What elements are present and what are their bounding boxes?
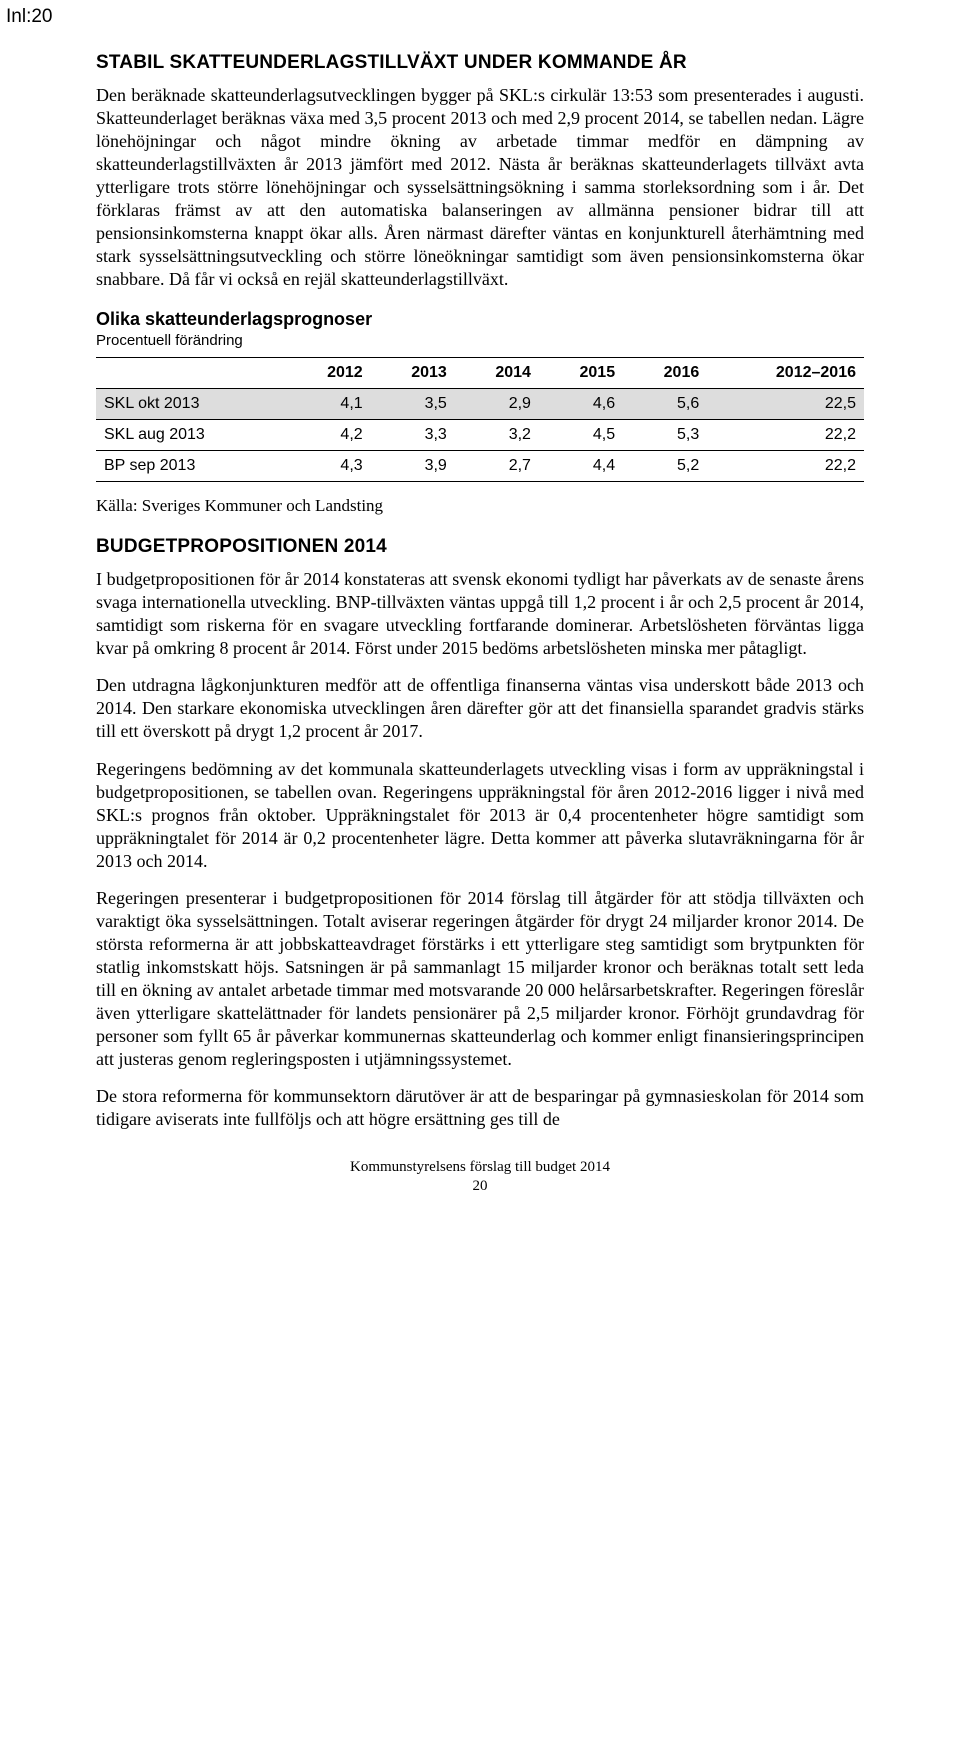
- paragraph: Regeringens bedömning av det kommunala s…: [96, 758, 864, 873]
- cell: 5,3: [623, 420, 707, 451]
- page-footer: Kommunstyrelsens förslag till budget 201…: [96, 1159, 864, 1195]
- cell: 2,9: [455, 389, 539, 420]
- section-heading-budgetprop: BUDGETPROPOSITIONEN 2014: [96, 536, 864, 558]
- row-label: SKL aug 2013: [96, 420, 287, 451]
- col-header: 2012: [287, 358, 371, 389]
- table-row: SKL okt 2013 4,1 3,5 2,9 4,6 5,6 22,5: [96, 389, 864, 420]
- row-label: SKL okt 2013: [96, 389, 287, 420]
- col-header: 2012–2016: [707, 358, 864, 389]
- paragraph: Regeringen presenterar i budgetpropositi…: [96, 887, 864, 1071]
- page-number: 20: [96, 1178, 864, 1195]
- table-row: SKL aug 2013 4,2 3,3 3,2 4,5 5,3 22,2: [96, 420, 864, 451]
- row-label: BP sep 2013: [96, 451, 287, 482]
- paragraph: Den utdragna lågkonjunkturen medför att …: [96, 674, 864, 743]
- table-title: Olika skatteunderlagsprognoser: [96, 309, 864, 330]
- cell: 4,5: [539, 420, 623, 451]
- cell: 22,2: [707, 420, 864, 451]
- cell: 4,2: [287, 420, 371, 451]
- table-row: BP sep 2013 4,3 3,9 2,7 4,4 5,2 22,2: [96, 451, 864, 482]
- forecast-table: 2012 2013 2014 2015 2016 2012–2016 SKL o…: [96, 357, 864, 482]
- cell: 3,3: [371, 420, 455, 451]
- cell: 3,9: [371, 451, 455, 482]
- footer-text: Kommunstyrelsens förslag till budget 201…: [96, 1159, 864, 1176]
- header-tag: Inl:20: [6, 6, 52, 28]
- cell: 4,6: [539, 389, 623, 420]
- page: Inl:20 STABIL SKATTEUNDERLAGSTILLVÄXT UN…: [0, 0, 960, 1235]
- col-header: 2015: [539, 358, 623, 389]
- cell: 4,1: [287, 389, 371, 420]
- cell: 4,4: [539, 451, 623, 482]
- table-source: Källa: Sveriges Kommuner och Landsting: [96, 496, 864, 516]
- paragraph: De stora reformerna för kommunsektorn dä…: [96, 1085, 864, 1131]
- col-header: 2016: [623, 358, 707, 389]
- cell: 4,3: [287, 451, 371, 482]
- paragraph: I budgetpropositionen för år 2014 konsta…: [96, 568, 864, 660]
- cell: 22,5: [707, 389, 864, 420]
- table-caption: Procentuell förändring: [96, 332, 864, 349]
- cell: 22,2: [707, 451, 864, 482]
- paragraph: Den beräknade skatteunderlagsutvecklinge…: [96, 84, 864, 291]
- cell: 5,2: [623, 451, 707, 482]
- cell: 3,5: [371, 389, 455, 420]
- cell: 2,7: [455, 451, 539, 482]
- cell: 5,6: [623, 389, 707, 420]
- col-header: [96, 358, 287, 389]
- col-header: 2014: [455, 358, 539, 389]
- cell: 3,2: [455, 420, 539, 451]
- table-header-row: 2012 2013 2014 2015 2016 2012–2016: [96, 358, 864, 389]
- col-header: 2013: [371, 358, 455, 389]
- section-heading-skatteunderlag: STABIL SKATTEUNDERLAGSTILLVÄXT UNDER KOM…: [96, 52, 864, 74]
